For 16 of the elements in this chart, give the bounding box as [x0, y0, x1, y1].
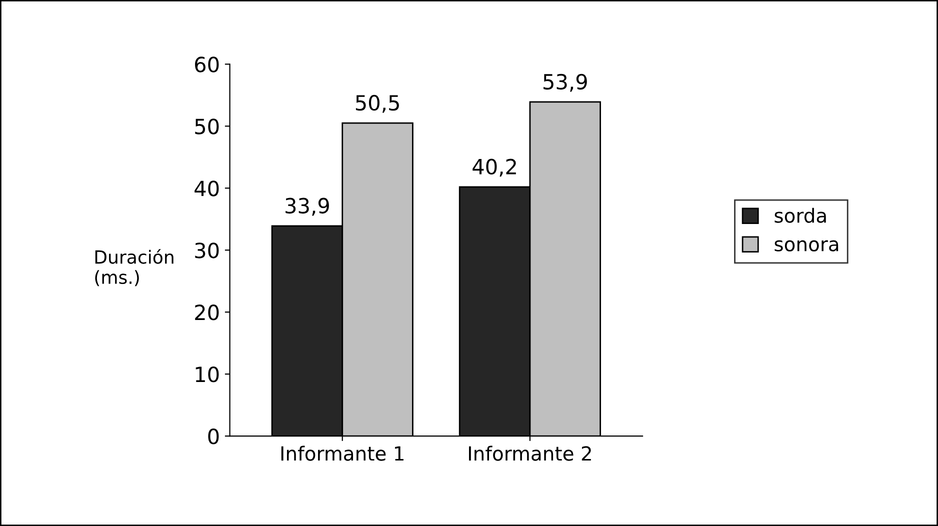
y-tick-label: 20: [195, 304, 219, 320]
data-label: 40,2: [472, 158, 516, 177]
y-tick-label: 40: [194, 180, 219, 196]
y-tick-label: 0: [208, 428, 219, 444]
data-label: 33,9: [286, 198, 329, 216]
legend-label: sorda: [774, 208, 826, 223]
y-tick-label: 60: [195, 56, 219, 72]
y-tick-label: 50: [195, 118, 219, 134]
data-label: 50,5: [356, 94, 399, 113]
legend-label: sonora: [774, 240, 838, 252]
y-tick-label: 10: [196, 366, 219, 382]
y-tick-label: 30: [195, 242, 219, 258]
x-tick-label: Informante 1: [281, 446, 404, 461]
x-tick-label: Informante 2: [468, 446, 591, 461]
y-axis-title: Duración (ms.): [95, 249, 174, 286]
data-label: 53,9: [544, 74, 587, 92]
